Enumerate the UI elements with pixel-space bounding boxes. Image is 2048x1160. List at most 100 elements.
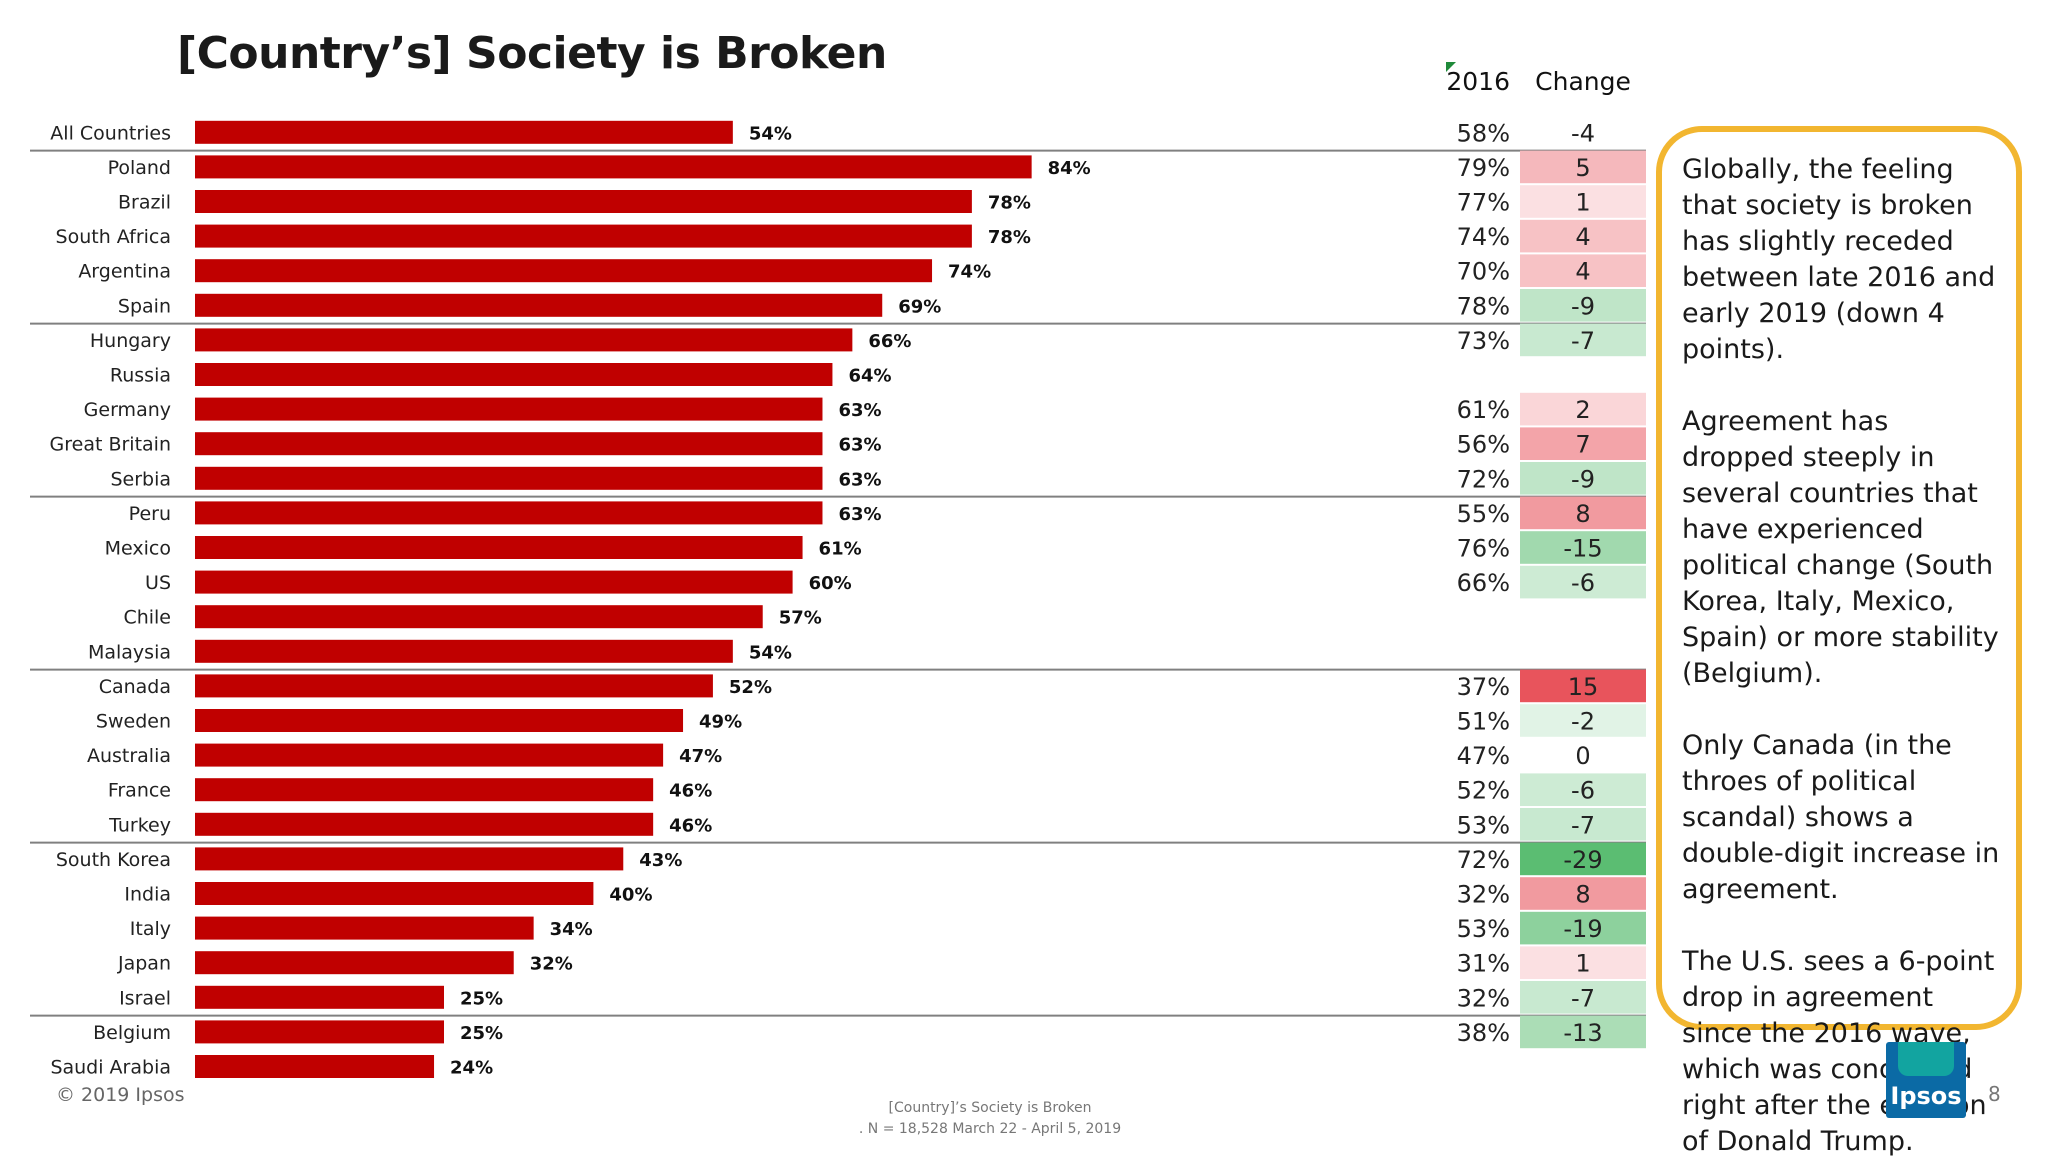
bar (195, 882, 594, 905)
country-label: Great Britain (50, 434, 171, 456)
footer-note: [Country]’s Society is Broken . N = 18,5… (790, 1098, 1190, 1140)
change-value: -15 (1563, 535, 1602, 563)
country-label: Russia (110, 365, 171, 387)
value-2016: 78% (1457, 292, 1510, 320)
bar (195, 466, 823, 490)
change-cell (1520, 219, 1646, 253)
change-cell (1520, 669, 1646, 703)
copyright: © 2019 Ipsos (56, 1084, 185, 1106)
bar (195, 847, 624, 871)
change-value: 4 (1575, 258, 1590, 286)
value-2016: 76% (1457, 535, 1510, 563)
value-label: 24% (450, 1058, 493, 1079)
value-label: 63% (838, 469, 881, 490)
country-label: Japan (117, 953, 171, 975)
bar (195, 224, 972, 248)
value-2016: 53% (1457, 811, 1510, 839)
value-label: 54% (749, 123, 792, 144)
footer-line: . N = 18,528 March 22 - April 5, 2019 (858, 1121, 1122, 1137)
country-label: Italy (130, 918, 171, 940)
country-label: Hungary (90, 330, 171, 352)
value-2016: 74% (1457, 223, 1510, 251)
value-2016: 66% (1457, 569, 1510, 597)
change-value: 8 (1575, 500, 1590, 528)
value-2016: 47% (1457, 742, 1510, 770)
bar (195, 432, 823, 456)
logo-text: Ipsos (1890, 1082, 1962, 1110)
country-label: Poland (108, 157, 171, 179)
value-2016: 52% (1457, 777, 1510, 805)
value-label: 43% (639, 850, 682, 871)
change-value: -2 (1571, 708, 1595, 736)
value-label: 69% (898, 296, 941, 317)
value-label: 52% (729, 677, 772, 698)
bar (195, 501, 823, 525)
change-value: -13 (1563, 1019, 1602, 1047)
change-value: 15 (1568, 673, 1599, 701)
country-label: Malaysia (88, 641, 171, 663)
country-label: US (145, 572, 171, 594)
bar (195, 709, 684, 732)
value-2016: 58% (1457, 119, 1510, 147)
value-label: 40% (609, 885, 652, 906)
value-label: 25% (460, 1023, 503, 1044)
bar (195, 674, 713, 698)
bar (195, 397, 823, 421)
change-value: 8 (1575, 881, 1590, 909)
value-label: 32% (530, 954, 573, 975)
value-label: 63% (838, 435, 881, 456)
column-change-layer: -4 5 1 4 4 -9 -7 2 7 -9 8 -15 -6 15 -2 0 -6 -7 -29 8 -19 1 -7 -… (1520, 119, 1646, 1049)
change-cell (1520, 1015, 1646, 1049)
country-label: Australia (87, 745, 171, 767)
country-label: Saudi Arabia (50, 1057, 171, 1079)
column-header-2016: 2016 (1446, 67, 1510, 96)
bar (195, 536, 803, 559)
bar (195, 259, 933, 283)
country-label: Israel (119, 987, 171, 1009)
change-cell (1520, 877, 1646, 910)
change-value: -4 (1571, 119, 1595, 147)
country-label: Chile (123, 607, 171, 629)
value-2016: 61% (1457, 396, 1510, 424)
column-header-change: Change (1535, 67, 1631, 96)
value-2016: 56% (1457, 431, 1510, 459)
column-headers: 2016 Change (1446, 62, 1631, 96)
country-label: South Korea (56, 849, 171, 871)
country-label: Turkey (108, 814, 171, 836)
page-number: 8 (1988, 1082, 2001, 1106)
change-value: -7 (1571, 327, 1595, 355)
change-cell (1520, 289, 1646, 322)
bar (195, 363, 833, 386)
bar (195, 293, 883, 317)
value-label: 61% (819, 539, 862, 560)
bar (195, 1020, 444, 1044)
bar (195, 155, 1032, 179)
bar (195, 190, 972, 213)
value-label: 47% (679, 746, 722, 767)
callout-paragraph: Agreement has dropped steeply in several… (1682, 406, 1999, 689)
value-label: 84% (1048, 158, 1091, 179)
value-2016: 72% (1457, 846, 1510, 874)
change-value: 5 (1575, 154, 1590, 182)
callout-box: Globally, the feeling that society is br… (1656, 126, 2022, 1157)
value-2016: 31% (1457, 950, 1510, 978)
change-cell (1520, 185, 1646, 218)
country-label: Brazil (118, 192, 171, 214)
page-title: [Country’s] Society is Broken (177, 28, 887, 79)
change-value: -19 (1563, 915, 1602, 943)
ipsos-logo: Ipsos (1886, 1042, 1966, 1118)
country-label: Peru (129, 503, 171, 525)
bars-layer (195, 120, 1032, 1078)
value-label: 46% (669, 815, 712, 836)
change-value: -29 (1563, 846, 1602, 874)
country-label: Germany (84, 399, 171, 421)
value-2016: 32% (1457, 984, 1510, 1012)
value-label: 74% (948, 262, 991, 283)
country-label: France (108, 780, 171, 802)
change-cell (1520, 911, 1646, 945)
value-label: 78% (988, 193, 1031, 214)
value-2016: 73% (1457, 327, 1510, 355)
value-2016: 53% (1457, 915, 1510, 943)
change-cell (1520, 150, 1646, 184)
change-value: 4 (1575, 223, 1590, 251)
